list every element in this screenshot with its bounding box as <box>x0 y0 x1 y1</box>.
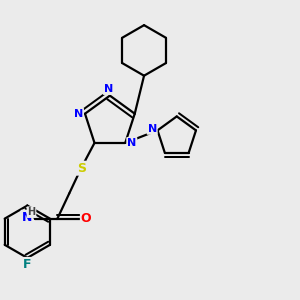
Text: N: N <box>104 84 113 94</box>
Text: H: H <box>27 207 36 217</box>
Text: N: N <box>22 211 32 224</box>
Text: S: S <box>76 162 85 175</box>
Text: N: N <box>74 109 83 119</box>
Text: N: N <box>148 124 157 134</box>
Text: N: N <box>127 138 136 148</box>
Text: O: O <box>81 212 92 225</box>
Text: F: F <box>23 258 32 271</box>
